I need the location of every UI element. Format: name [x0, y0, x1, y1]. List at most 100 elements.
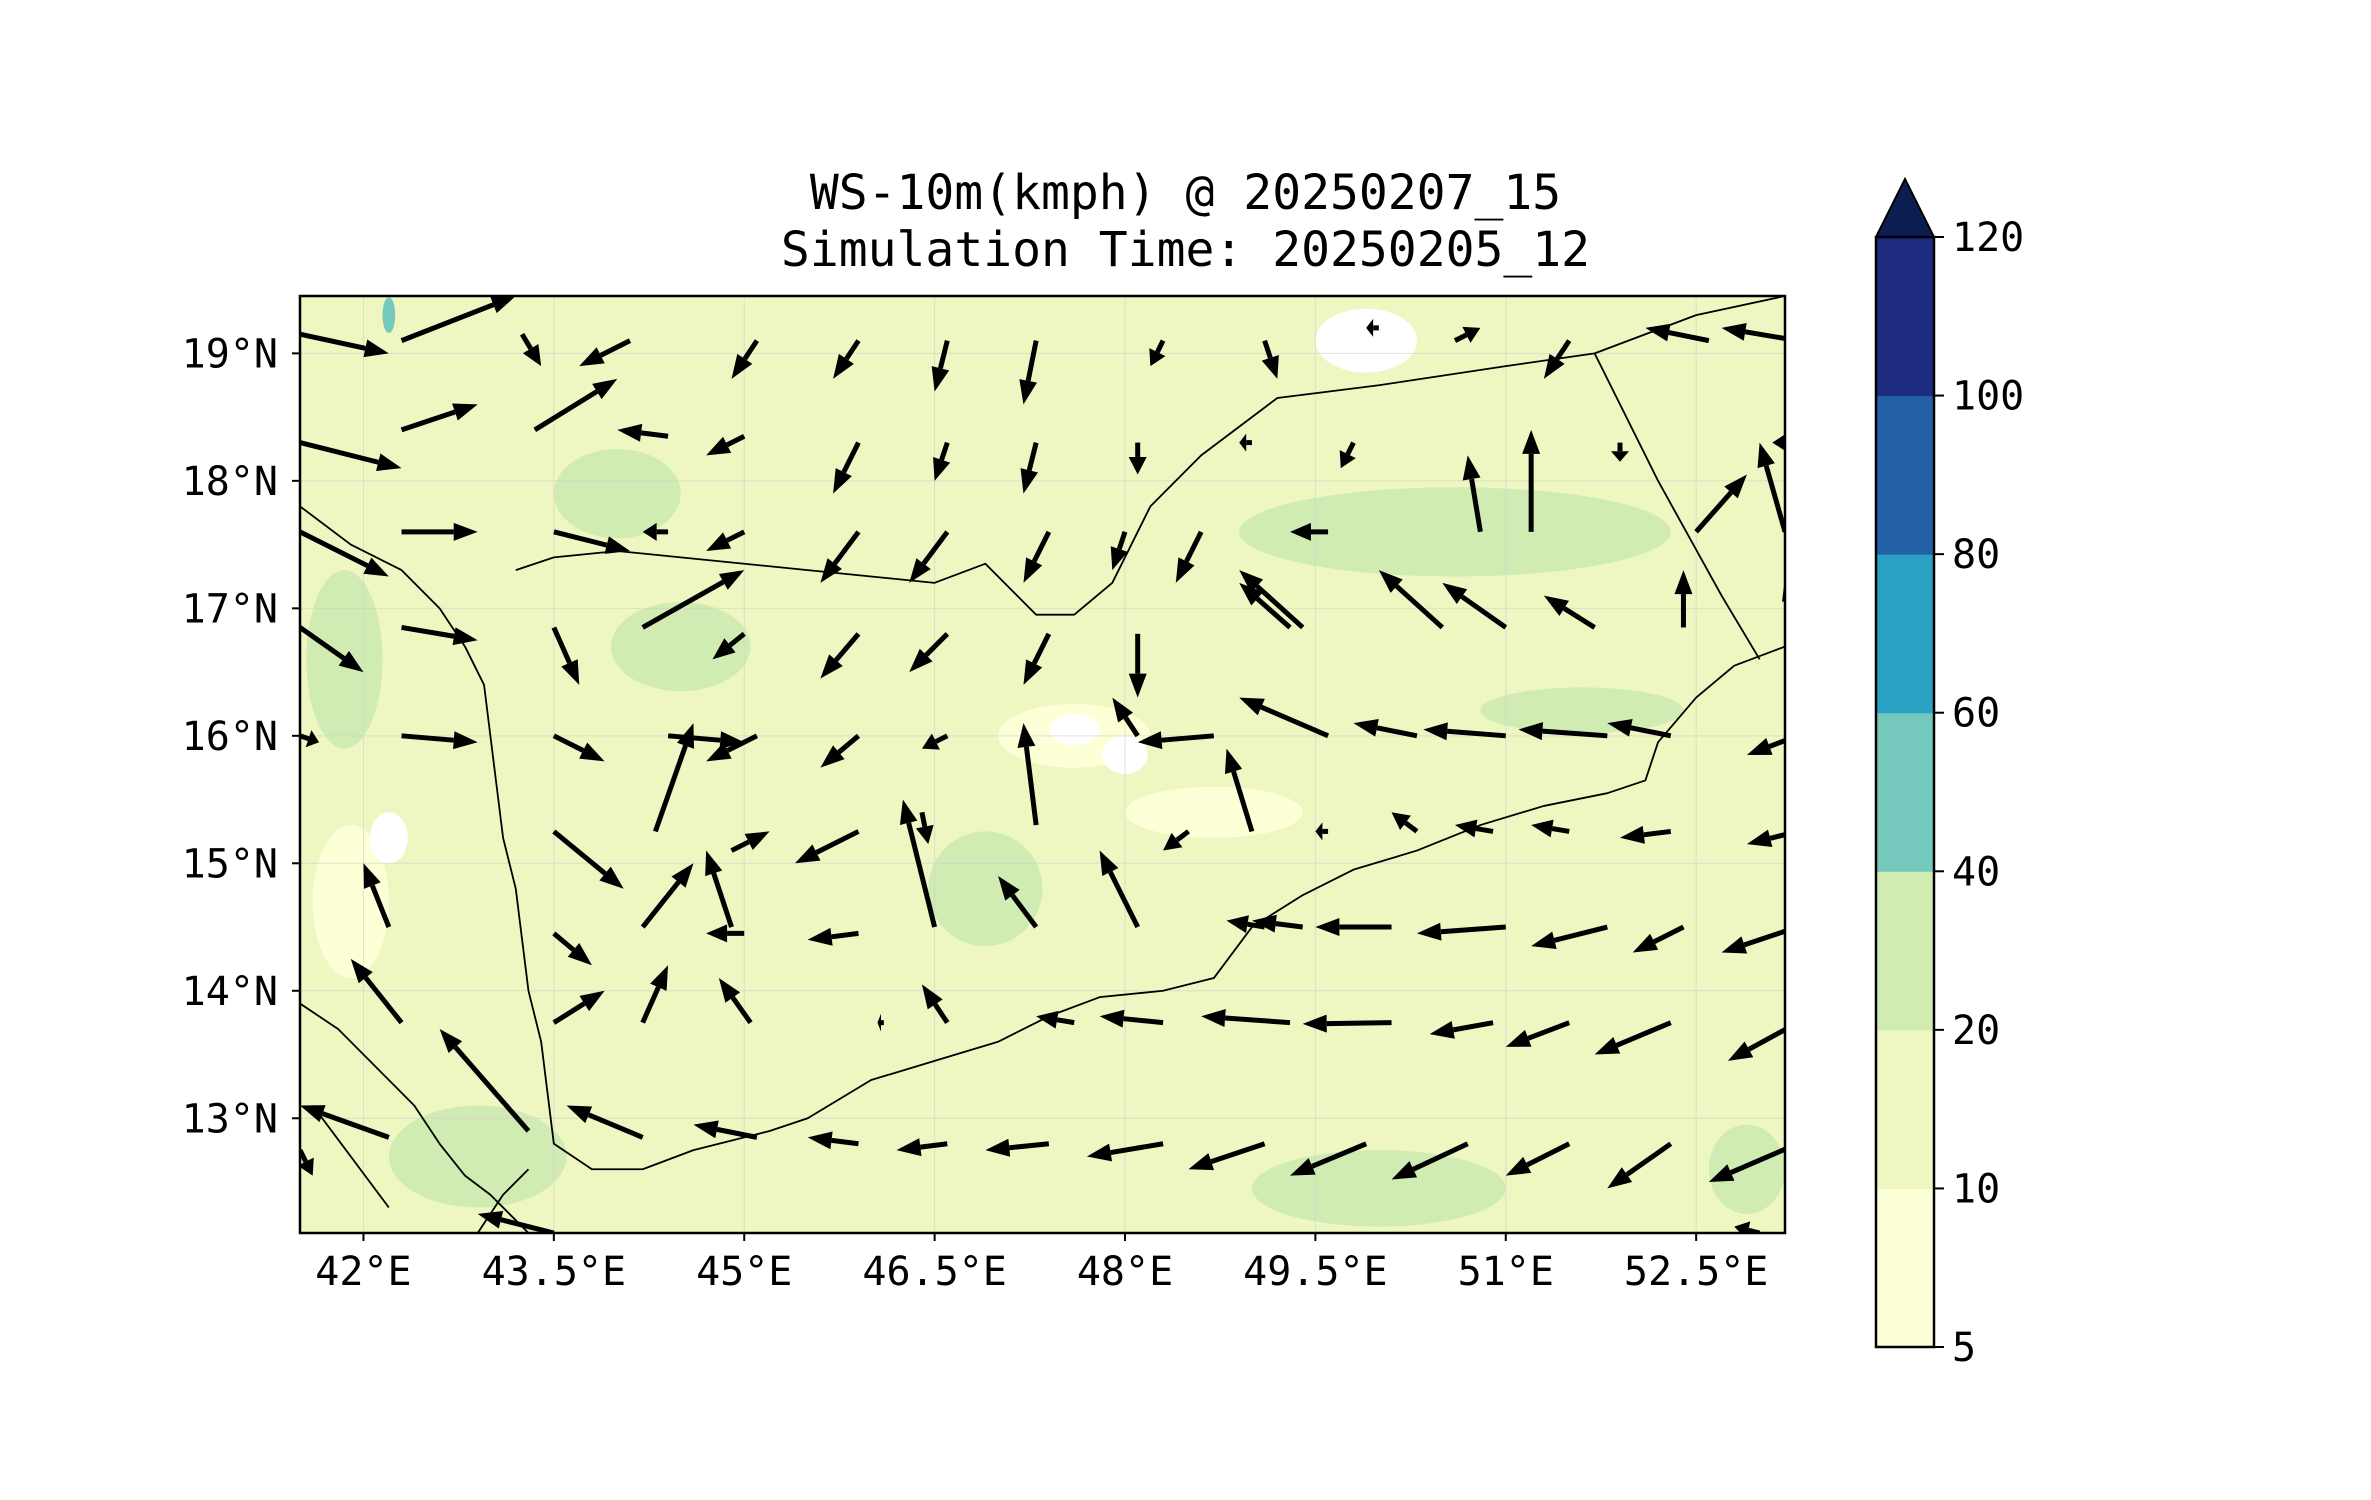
wind-vector-head [1302, 1014, 1327, 1033]
wind-vector-head [599, 866, 624, 889]
wind-vector-head [1429, 1021, 1455, 1039]
wind-vector-shaft [933, 1003, 950, 1025]
wind-vector [519, 332, 542, 367]
wind-vector-shaft [1210, 1141, 1266, 1165]
wind-vector [300, 730, 320, 748]
wind-vector-shaft [1729, 1146, 1785, 1175]
wind-vector-head [1128, 456, 1147, 475]
wind-vector-shaft [1643, 828, 1672, 838]
map-frame [298, 294, 1787, 1235]
wind-vector-head [1611, 451, 1629, 462]
wind-vector-head [1019, 379, 1037, 405]
wind-vector-shaft [742, 339, 760, 361]
wind-vector [551, 626, 580, 685]
wind-vector [533, 378, 618, 432]
wind-vector-head [1391, 1161, 1418, 1180]
wind-vector-shaft [519, 332, 533, 350]
wind-vector [552, 733, 605, 762]
wind-vector-shaft [667, 733, 721, 743]
wind-vector-shaft [1744, 329, 1785, 342]
wind-vector-head [1531, 931, 1557, 950]
wind-vector [921, 733, 949, 750]
wind-vector-shaft [834, 632, 861, 662]
wind-vector-shaft [1026, 442, 1039, 471]
wind-vector [693, 1120, 758, 1140]
wind-vector [640, 965, 669, 1024]
wind-vector-head [706, 742, 732, 762]
wind-vector [1086, 1141, 1164, 1162]
wind-vector [641, 570, 745, 630]
wind-vector [1531, 819, 1570, 838]
wind-vector-shaft [730, 839, 750, 853]
wind-vector [400, 296, 516, 343]
wind-vectors [300, 296, 1785, 1233]
wind-vector-shaft [552, 1001, 586, 1025]
wind-vector-head [1734, 1221, 1751, 1233]
wind-vector-shaft [1412, 1141, 1469, 1172]
wind-vector-head [453, 731, 478, 750]
wind-vector-head [338, 650, 364, 673]
wind-vector-head [671, 863, 694, 888]
wind-vector-head [617, 423, 643, 442]
wind-vector-head [1239, 582, 1264, 606]
wind-vector [1353, 718, 1418, 739]
wind-vector-head [1645, 323, 1671, 342]
wind-vector-shaft [1056, 1017, 1075, 1026]
wind-vector-shaft [1460, 594, 1508, 630]
wind-vector-shaft [725, 433, 746, 448]
wind-vector-shaft [500, 1217, 555, 1233]
x-tick-label: 48°E [1077, 1249, 1173, 1295]
wind-vector-shaft [1630, 725, 1672, 739]
wind-vector [877, 1013, 884, 1032]
wind-vector-shaft [831, 1137, 859, 1147]
y-tick-label: 13°N [182, 1096, 278, 1142]
wind-vector [566, 1105, 644, 1140]
wind-vector [1137, 731, 1215, 750]
wind-vector-head [706, 532, 732, 551]
wind-vector-shaft [728, 631, 746, 648]
wind-vector [820, 632, 861, 679]
wind-vector-shaft [837, 733, 861, 755]
wind-vector [909, 632, 950, 673]
wind-vector-shaft [1255, 596, 1292, 630]
wind-vector [653, 723, 694, 833]
wind-vector-head [1423, 722, 1448, 741]
wind-vector [1239, 570, 1305, 630]
wind-vector-shaft [1527, 1020, 1571, 1041]
wind-vector-head [1442, 582, 1468, 605]
wind-vector-head [566, 1105, 593, 1124]
wind-vector [909, 530, 950, 583]
contour-patch [1048, 714, 1100, 745]
wind-vector [1224, 748, 1255, 833]
wind-vector-shaft [1453, 332, 1468, 343]
colorbar-tick-label: 80 [1952, 532, 2000, 578]
wind-vector-head [376, 453, 402, 471]
country-border [476, 1168, 530, 1233]
wind-vector-head [567, 942, 592, 966]
contour-patch [1315, 308, 1417, 373]
wind-vector-head [1455, 819, 1478, 838]
wind-vector-shaft [640, 430, 669, 439]
wind-vector-head [1674, 570, 1693, 595]
wind-vector-shaft [841, 441, 861, 474]
y-tick-label: 18°N [182, 459, 278, 505]
wind-vector-head [1149, 348, 1166, 367]
wind-vector [1453, 326, 1481, 343]
wind-vector-head [592, 378, 618, 400]
colorbar-frame [1874, 235, 1936, 1349]
wind-vector-head [1724, 474, 1747, 499]
wind-vector [1611, 442, 1629, 462]
x-tick-label: 49.5°E [1243, 1249, 1388, 1295]
wind-vector-shaft [1615, 1020, 1672, 1048]
wind-vector-shaft [300, 529, 369, 568]
x-tick-label: 51°E [1458, 1249, 1554, 1295]
wind-vector [477, 1210, 555, 1233]
wind-vector-shaft [1345, 441, 1356, 456]
wind-vector-shaft [599, 338, 632, 358]
wind-vector [1261, 339, 1279, 379]
wind-vector [1607, 1141, 1673, 1189]
wind-vector-head [705, 850, 723, 877]
wind-vector-shaft [844, 339, 861, 361]
wind-vector [795, 829, 860, 864]
wind-vector [1423, 722, 1506, 741]
